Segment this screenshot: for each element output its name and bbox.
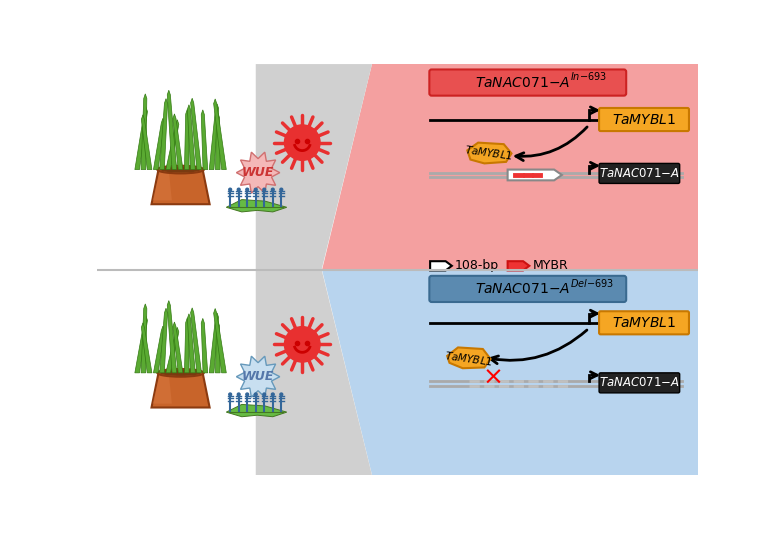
Polygon shape: [214, 309, 226, 373]
Ellipse shape: [157, 369, 204, 376]
Text: $\it{TaNAC071\mathrm{-}A}$: $\it{TaNAC071\mathrm{-}A}$: [599, 376, 680, 389]
FancyBboxPatch shape: [429, 69, 626, 96]
Text: WUE: WUE: [242, 166, 274, 179]
Polygon shape: [160, 308, 167, 373]
Polygon shape: [166, 120, 179, 170]
Polygon shape: [141, 323, 152, 373]
Text: 108-bp: 108-bp: [455, 260, 499, 272]
Circle shape: [284, 125, 320, 160]
Polygon shape: [191, 308, 202, 373]
Polygon shape: [215, 113, 220, 170]
Text: $\it{In\mathrm{-}693}$: $\it{In\mathrm{-}693}$: [570, 70, 607, 82]
Polygon shape: [430, 261, 452, 270]
Circle shape: [229, 393, 232, 396]
Circle shape: [246, 393, 249, 396]
FancyBboxPatch shape: [599, 108, 689, 131]
Polygon shape: [167, 301, 177, 373]
Polygon shape: [184, 318, 189, 373]
Circle shape: [284, 327, 320, 362]
FancyBboxPatch shape: [599, 311, 689, 334]
Text: WUE: WUE: [242, 370, 274, 383]
Circle shape: [246, 188, 249, 191]
Polygon shape: [153, 326, 164, 373]
Ellipse shape: [160, 370, 202, 376]
Polygon shape: [141, 94, 146, 170]
Ellipse shape: [160, 167, 202, 172]
Polygon shape: [236, 356, 280, 397]
Text: $\it{TaMYBL1}$: $\it{TaMYBL1}$: [612, 316, 676, 330]
Text: MYBR: MYBR: [532, 260, 568, 272]
Polygon shape: [209, 313, 219, 373]
Text: $\it{TaMYBL1}$: $\it{TaMYBL1}$: [612, 113, 676, 127]
Polygon shape: [215, 321, 220, 373]
Polygon shape: [160, 99, 167, 170]
Polygon shape: [209, 104, 219, 170]
Polygon shape: [173, 114, 183, 170]
Text: $\it{TaMYBL1}$: $\it{TaMYBL1}$: [464, 143, 514, 162]
Polygon shape: [153, 375, 172, 404]
Circle shape: [254, 393, 257, 396]
Ellipse shape: [157, 166, 204, 174]
Circle shape: [237, 393, 240, 396]
Polygon shape: [151, 373, 209, 407]
Polygon shape: [188, 105, 195, 170]
Circle shape: [237, 188, 240, 191]
FancyBboxPatch shape: [599, 163, 680, 184]
Polygon shape: [141, 304, 146, 373]
Polygon shape: [188, 314, 195, 373]
Polygon shape: [173, 322, 183, 373]
Polygon shape: [202, 110, 208, 170]
Polygon shape: [167, 90, 177, 170]
Polygon shape: [151, 170, 209, 204]
Text: $\it{TaNAC071\mathrm{-}A}$: $\it{TaNAC071\mathrm{-}A}$: [475, 75, 570, 90]
Text: $\it{TaNAC071\mathrm{-}A}$: $\it{TaNAC071\mathrm{-}A}$: [599, 167, 680, 180]
Polygon shape: [256, 270, 372, 475]
Polygon shape: [202, 318, 208, 373]
Polygon shape: [141, 115, 152, 170]
Circle shape: [271, 393, 274, 396]
Polygon shape: [236, 152, 280, 193]
Text: $\it{TaMYBL1}$: $\it{TaMYBL1}$: [444, 349, 494, 367]
Polygon shape: [153, 172, 172, 200]
Circle shape: [280, 188, 283, 191]
Polygon shape: [214, 99, 226, 170]
Polygon shape: [135, 107, 147, 170]
Polygon shape: [322, 270, 698, 475]
Polygon shape: [166, 327, 179, 373]
Polygon shape: [447, 348, 491, 368]
Polygon shape: [256, 64, 372, 270]
Polygon shape: [135, 316, 147, 373]
Circle shape: [263, 188, 266, 191]
Polygon shape: [226, 404, 287, 417]
Circle shape: [229, 188, 232, 191]
Polygon shape: [153, 119, 164, 170]
Polygon shape: [322, 64, 698, 270]
Text: $\times$: $\times$: [482, 365, 502, 389]
Polygon shape: [191, 98, 202, 170]
Circle shape: [254, 188, 257, 191]
FancyBboxPatch shape: [429, 276, 626, 302]
Polygon shape: [467, 143, 512, 163]
Circle shape: [271, 188, 274, 191]
Text: $\it{TaNAC071\mathrm{-}A}$: $\it{TaNAC071\mathrm{-}A}$: [475, 282, 570, 296]
Polygon shape: [508, 261, 529, 270]
Polygon shape: [184, 109, 189, 170]
Polygon shape: [508, 170, 562, 180]
Polygon shape: [226, 200, 287, 212]
Circle shape: [280, 393, 283, 396]
Circle shape: [263, 393, 266, 396]
FancyBboxPatch shape: [599, 373, 680, 393]
Text: $\it{Del\mathrm{-}693}$: $\it{Del\mathrm{-}693}$: [570, 277, 614, 289]
